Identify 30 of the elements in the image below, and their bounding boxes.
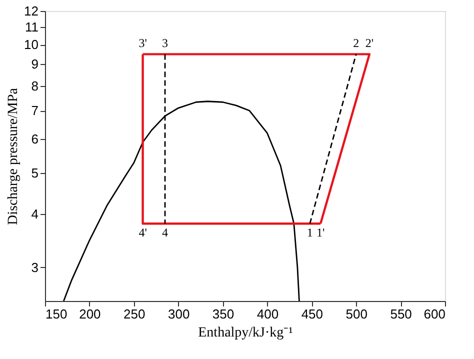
x-tick-label: 450 bbox=[301, 306, 324, 322]
y-tick-label: 5 bbox=[31, 165, 38, 180]
x-tick-label: 300 bbox=[168, 306, 190, 322]
x-tick-label: 200 bbox=[79, 306, 101, 322]
y-tick-label: 6 bbox=[31, 132, 38, 147]
annotation: 1 bbox=[306, 226, 313, 240]
x-axis-title: Enthalpy/kJ·kg⁻¹ bbox=[198, 326, 293, 340]
y-tick-label: 7 bbox=[31, 103, 38, 118]
x-tick-label: 600 bbox=[424, 306, 446, 322]
annotation: 2' bbox=[365, 36, 374, 50]
annotation: 4' bbox=[138, 226, 147, 240]
annotation: 2 bbox=[353, 36, 360, 50]
annotation: 3 bbox=[162, 36, 168, 50]
annotation: 3' bbox=[138, 36, 147, 50]
y-tick-label: 9 bbox=[31, 56, 38, 72]
x-tick-label: 550 bbox=[390, 306, 412, 322]
y-tick-label: 12 bbox=[24, 4, 38, 18]
x-tick-label: 400 bbox=[256, 306, 279, 322]
x-tick-label: 250 bbox=[124, 306, 146, 322]
y-tick-label: 3 bbox=[31, 260, 38, 275]
annotation: 1' bbox=[316, 226, 325, 240]
x-tick-label: 500 bbox=[346, 306, 368, 322]
y-tick-label: 11 bbox=[25, 20, 38, 35]
annotation: 4 bbox=[162, 226, 168, 240]
y-tick-label: 4 bbox=[31, 206, 38, 222]
y-tick-label: 10 bbox=[24, 37, 38, 52]
y-tick-label: 8 bbox=[31, 78, 38, 94]
x-tick-label: 350 bbox=[212, 306, 234, 322]
y-axis-title: Discharge pressure/MPa bbox=[6, 87, 22, 225]
x-tick-label: 150 bbox=[46, 306, 68, 322]
